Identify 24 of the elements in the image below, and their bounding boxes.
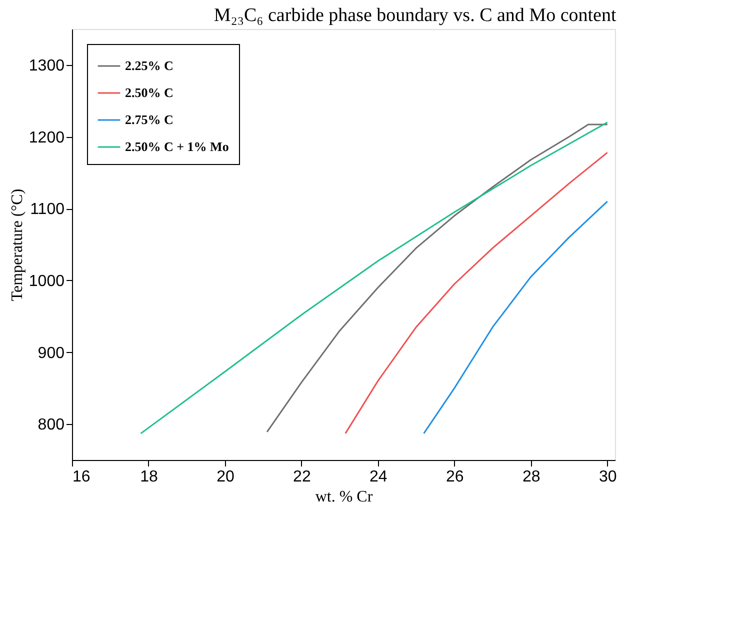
y-tick-label: 1100	[30, 201, 65, 218]
line-series	[344, 152, 608, 434]
x-tick-label: 16	[72, 468, 90, 486]
line-series	[423, 200, 608, 434]
x-tick-label: 20	[216, 468, 234, 486]
legend-label: 2.75% C	[125, 112, 174, 127]
legend-label: 2.25% C	[125, 58, 174, 73]
line-series	[266, 124, 608, 433]
legend-label: 2.50% C	[125, 85, 174, 100]
chart-title: M₂₃C₆ carbide phase boundary vs. C and Mo content	[214, 5, 617, 26]
x-tick-label: 30	[598, 468, 617, 486]
y-tick-label: 1200	[28, 129, 65, 146]
y-axis-title: Temperature (°C)	[8, 188, 26, 302]
x-tick-label: 18	[140, 468, 158, 486]
x-tick-label: 22	[293, 468, 311, 486]
x-tick-label: 24	[370, 468, 388, 486]
x-tick-label: 26	[446, 468, 464, 486]
y-tick-label: 900	[38, 344, 65, 362]
legend-label: 2.50% C + 1% Mo	[125, 139, 229, 154]
y-tick-label: 1300	[28, 57, 65, 74]
y-tick-label: 1000	[28, 272, 65, 290]
x-tick-label: 28	[522, 468, 540, 486]
y-tick-label: 800	[38, 416, 65, 434]
x-axis-title: wt. % Cr	[315, 488, 374, 506]
